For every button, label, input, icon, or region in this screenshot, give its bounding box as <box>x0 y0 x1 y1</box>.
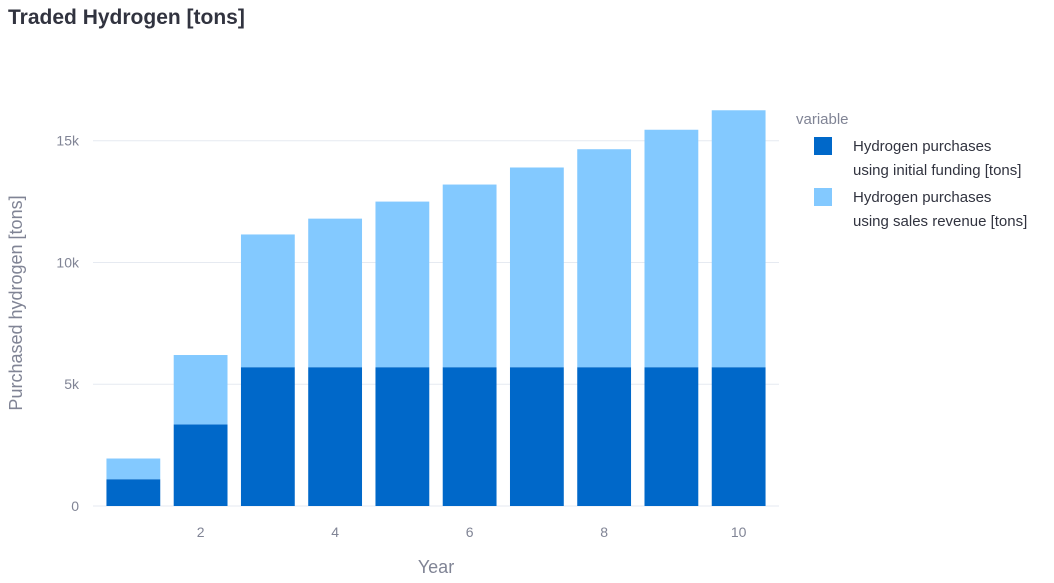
bar-segment-series-1 <box>173 424 228 506</box>
x-tick-label: 4 <box>331 524 339 540</box>
x-tick-label: 6 <box>466 524 474 540</box>
bar-segment-series-2 <box>442 184 497 368</box>
legend-title: variable <box>796 111 849 128</box>
bar-segment-series-2 <box>711 110 766 368</box>
legend-label: using sales revenue [tons] <box>853 213 1027 230</box>
legend-swatch <box>814 137 832 155</box>
tick-labels: 0 5k 10k 15k 2 4 6 8 10 <box>56 133 746 540</box>
bar-segment-series-1 <box>509 367 564 506</box>
bar-segment-series-1 <box>308 367 363 506</box>
bar-segment-series-1 <box>442 367 497 506</box>
bar-segment-series-2 <box>308 218 363 368</box>
bar-segment-series-1 <box>577 367 632 506</box>
x-tick-label: 2 <box>197 524 205 540</box>
legend-label: Hydrogen purchases <box>853 189 991 206</box>
legend-swatch <box>814 188 832 206</box>
bars <box>106 110 766 506</box>
bar-segment-series-2 <box>577 149 632 368</box>
x-tick-label: 8 <box>600 524 608 540</box>
bar-segment-series-1 <box>644 367 699 506</box>
y-tick-label: 15k <box>56 133 80 149</box>
bar-segment-series-2 <box>509 167 564 368</box>
bar-segment-series-1 <box>711 367 766 506</box>
bar-segment-series-2 <box>173 355 228 425</box>
bar-segment-series-1 <box>106 479 161 506</box>
y-tick-label: 0 <box>71 498 79 514</box>
bar-segment-series-2 <box>375 201 430 368</box>
y-tick-label: 10k <box>56 254 80 270</box>
legend: variable Hydrogen purchases using initial… <box>796 111 1027 230</box>
x-axis-title: Year <box>418 557 454 577</box>
legend-label: Hydrogen purchases <box>853 138 991 155</box>
bar-segment-series-2 <box>240 234 295 368</box>
bar-segment-series-1 <box>375 367 430 506</box>
bar-segment-series-1 <box>240 367 295 506</box>
y-tick-label: 5k <box>64 376 80 392</box>
x-tick-label: 10 <box>731 524 747 540</box>
bar-segment-series-2 <box>644 129 699 368</box>
bar-segment-series-2 <box>106 458 161 480</box>
chart-title: Traded Hydrogen [tons] <box>8 6 245 29</box>
legend-label: using initial funding [tons] <box>853 162 1021 179</box>
y-axis-title: Purchased hydrogen [tons] <box>6 195 26 410</box>
